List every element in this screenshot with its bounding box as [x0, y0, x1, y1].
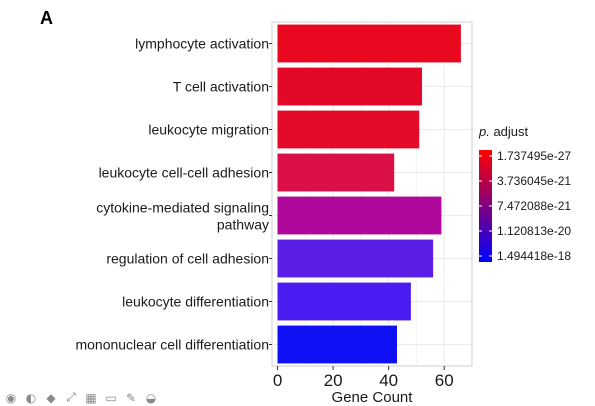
x-tick-label: 40 [379, 371, 398, 390]
more-icon[interactable]: ◒ [145, 390, 157, 405]
category-label: regulation of cell adhesion [106, 251, 269, 267]
bar [277, 110, 420, 149]
x-tick-label: 0 [273, 371, 282, 390]
legend-label: 1.494418e-18 [497, 249, 571, 263]
legend-label: 1.120813e-20 [497, 224, 571, 238]
bar [277, 153, 395, 192]
category-label: T cell activation [173, 79, 269, 95]
grid-icon[interactable]: ▦ [85, 390, 97, 405]
panel-letter: A [40, 8, 53, 28]
legend-label: 7.472088e-21 [497, 199, 571, 213]
bar [277, 282, 411, 321]
expand-icon[interactable]: ⤢ [66, 390, 76, 404]
pen-icon[interactable]: ◐ [25, 390, 37, 405]
category-label: mononuclear cell differentiation [75, 337, 269, 353]
bar [277, 239, 434, 278]
screen-icon[interactable]: ▭ [105, 390, 117, 405]
bar [277, 325, 397, 364]
category-label: cytokine-mediated signaling pathway [96, 200, 269, 233]
category-label: leukocyte cell-cell adhesion [99, 165, 269, 181]
legend-colorbar [479, 150, 492, 262]
arrow-icon[interactable]: ◆ [46, 390, 56, 405]
category-label: lymphocyte activation [135, 36, 269, 52]
legend-label: 1.737495e-27 [497, 149, 571, 163]
x-axis-label: Gene Count [332, 389, 414, 406]
x-tick-label: 60 [435, 371, 454, 390]
category-label: leukocyte differentiation [122, 294, 269, 310]
bar [277, 24, 461, 63]
category-label: leukocyte migration [148, 122, 269, 138]
legend-title: p. adjust [478, 124, 529, 139]
presentation-toolbar: ◉ ◐ ◆ ⤢ ▦ ▭ ✎ ◒ [0, 389, 234, 406]
legend-label: 3.736045e-21 [497, 174, 571, 188]
record-icon[interactable]: ◉ [5, 390, 17, 405]
bar [277, 67, 422, 106]
pencil-icon[interactable]: ✎ [125, 390, 137, 405]
x-tick-label: 20 [324, 371, 343, 390]
bar [277, 196, 442, 235]
